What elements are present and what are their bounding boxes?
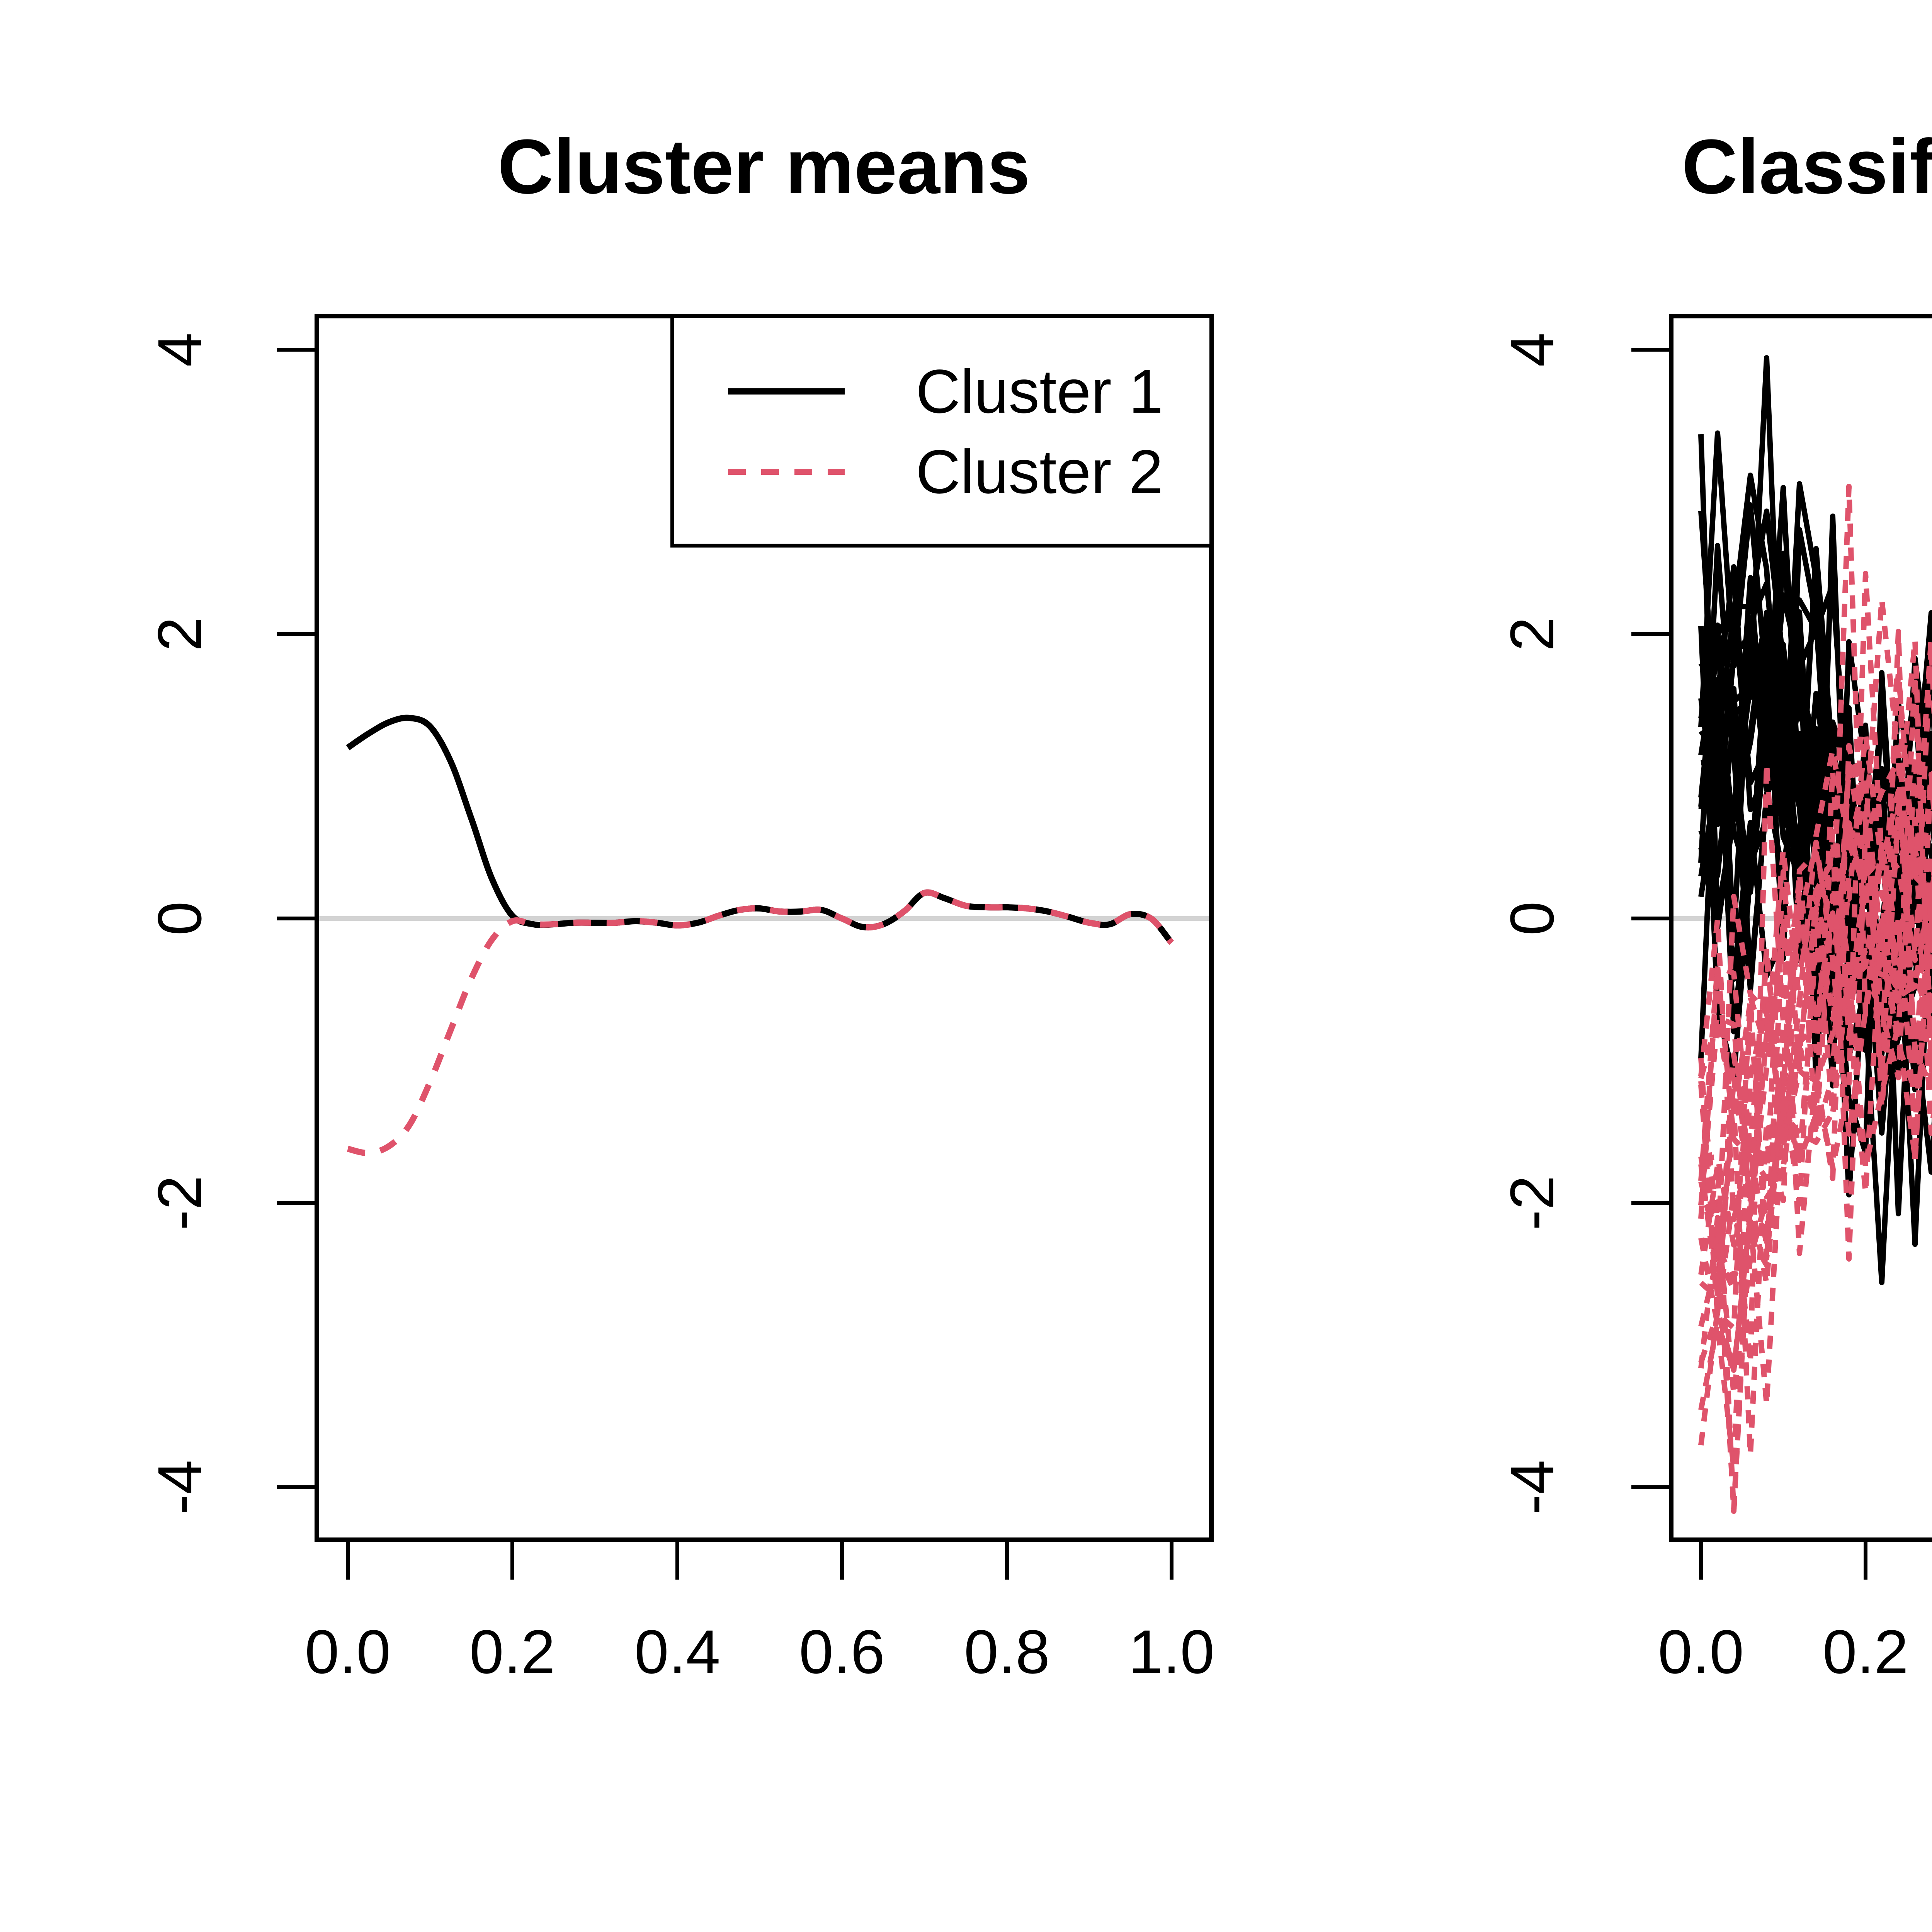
right-panel-title: Classified observations (1682, 124, 1932, 210)
x-tick-label: 0.2 (1823, 1617, 1908, 1686)
left-panel-title: Cluster means (498, 124, 1030, 210)
observation-curve-cluster-1 (1698, 473, 1932, 1057)
legend-label-cluster-1: Cluster 1 (916, 357, 1163, 426)
observation-curve-cluster-1 (1698, 514, 1932, 1024)
legend-box (670, 314, 1213, 548)
x-tick-label: 0.2 (469, 1617, 555, 1686)
legend-label-cluster-2: Cluster 2 (916, 437, 1163, 506)
y-tick-label: 0 (145, 901, 214, 936)
observation-curve-cluster-1 (1698, 667, 1932, 1285)
y-tick-label: -4 (1497, 1460, 1566, 1515)
observation-curve-cluster-2 (1698, 597, 1932, 1364)
x-tick-label: 0.0 (305, 1617, 391, 1686)
y-tick-label: 4 (1497, 333, 1566, 367)
plot-box (1669, 314, 1932, 1542)
x-tick-label: 0.4 (634, 1617, 720, 1686)
y-tick-label: 0 (1497, 901, 1566, 936)
y-tick-label: 4 (145, 333, 214, 367)
y-tick-label: -2 (145, 1175, 214, 1230)
x-tick-label: 0.6 (799, 1617, 885, 1686)
y-tick-label: 2 (1497, 617, 1566, 651)
observation-curve-cluster-1 (1698, 510, 1932, 1247)
y-tick-label: -2 (1497, 1175, 1566, 1230)
y-tick-label: -4 (145, 1460, 214, 1515)
mean-curve-cluster-2 (347, 889, 1174, 1156)
observation-curve-cluster-2 (1698, 758, 1932, 1327)
legend: Cluster 1 Cluster 2 (670, 314, 1213, 548)
curves-group (346, 714, 1174, 1156)
x-tick-label: 1.0 (1129, 1617, 1214, 1686)
y-tick-label: 2 (145, 617, 214, 651)
x-tick-label: 0.8 (964, 1617, 1050, 1686)
x-tick-label: 0.0 (1658, 1617, 1744, 1686)
curves-group (1698, 355, 1932, 1514)
